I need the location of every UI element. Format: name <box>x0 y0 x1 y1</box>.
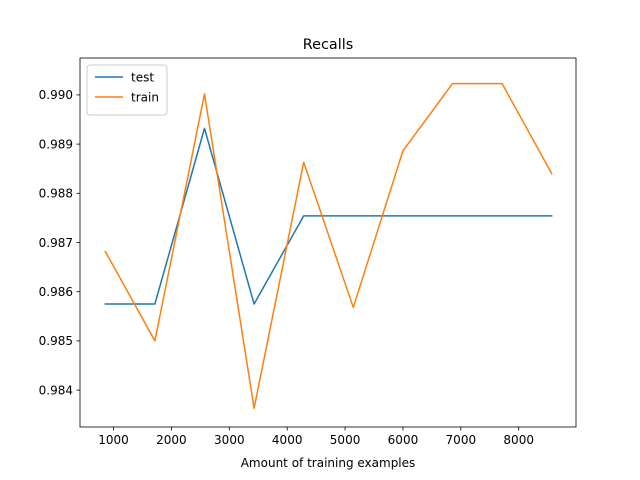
y-tick-label: 0.987 <box>39 236 73 250</box>
legend-label-train: train <box>131 90 159 104</box>
legend-label-test: test <box>131 70 154 84</box>
x-tick-label: 5000 <box>330 433 361 447</box>
y-tick-label: 0.988 <box>39 187 73 201</box>
y-tick-label: 0.986 <box>39 285 73 299</box>
chart-title: Recalls <box>303 37 353 53</box>
axis-ticks: 1000 2000 3000 4000 5000 6000 7000 8000 0.984 0.9… <box>39 88 534 447</box>
series-line-train <box>104 82 553 410</box>
legend: test train <box>86 64 168 116</box>
x-tick-label: 6000 <box>388 433 419 447</box>
x-tick-label: 3000 <box>214 433 245 447</box>
x-tick-label: 4000 <box>272 433 303 447</box>
x-tick-label: 2000 <box>156 433 187 447</box>
x-tick-label: 1000 <box>98 433 129 447</box>
y-tick-label: 0.984 <box>39 383 73 397</box>
x-tick-label: 8000 <box>503 433 534 447</box>
x-tick-label: 7000 <box>446 433 477 447</box>
y-tick-label: 0.985 <box>39 334 73 348</box>
y-tick-label: 0.989 <box>39 137 73 151</box>
x-axis-label: Amount of training examples <box>241 456 416 470</box>
y-tick-label: 0.990 <box>39 88 73 102</box>
